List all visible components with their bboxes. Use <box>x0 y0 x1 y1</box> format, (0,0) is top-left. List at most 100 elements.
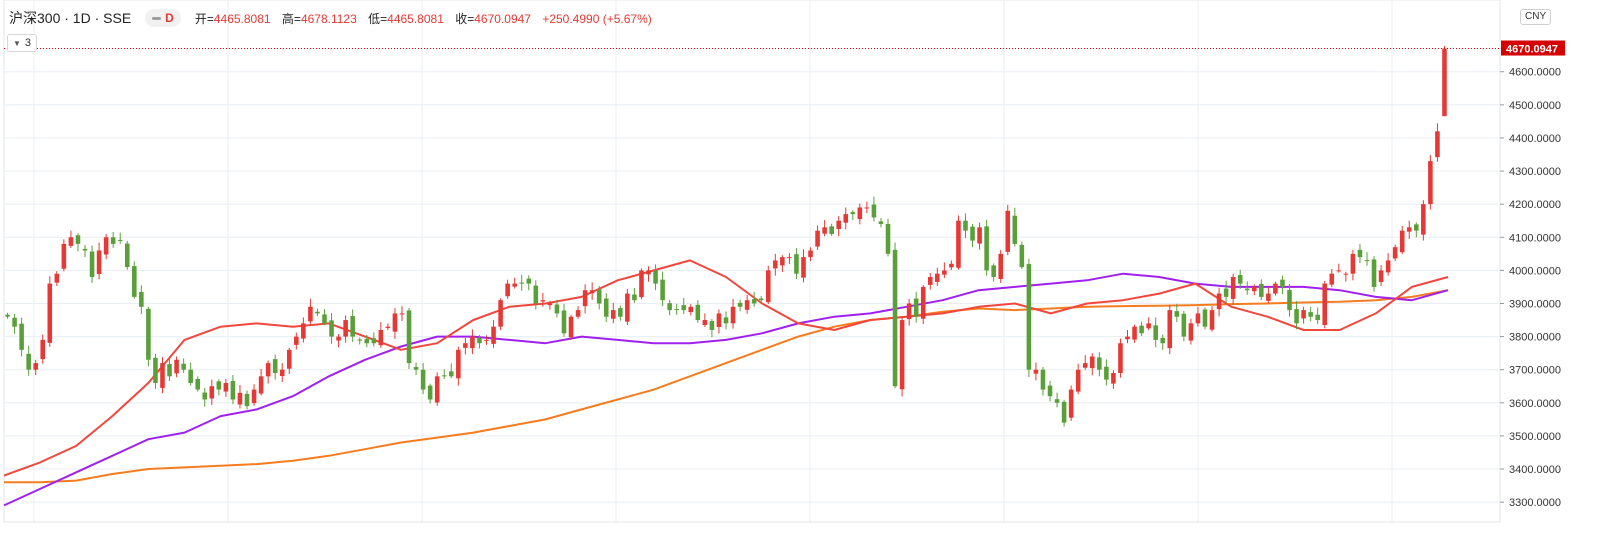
candle <box>653 264 658 291</box>
candle <box>582 284 588 314</box>
candle-body <box>575 310 581 317</box>
candle-body <box>244 393 250 407</box>
candle <box>561 303 567 337</box>
candle-body <box>61 243 67 269</box>
candle-body <box>512 283 517 287</box>
change-value: +250.4990 (+5.67%) <box>542 11 652 26</box>
candle-body <box>1223 288 1229 297</box>
candle <box>1308 306 1313 322</box>
candle <box>1371 256 1377 292</box>
candle <box>1294 301 1299 330</box>
y-tick-label: 4500.0000 <box>1509 100 1561 112</box>
candle-body <box>1153 325 1158 340</box>
candle <box>554 299 560 318</box>
candle-body <box>927 277 933 285</box>
candle <box>456 346 461 386</box>
candle <box>420 363 426 395</box>
candle-body <box>1026 264 1032 370</box>
low-label: 低= <box>368 11 388 26</box>
candle <box>991 263 996 282</box>
candle <box>1287 283 1292 317</box>
candle <box>26 345 31 376</box>
candle <box>1315 307 1320 325</box>
candle <box>773 253 778 276</box>
candle-body <box>695 304 701 321</box>
candle <box>1054 392 1060 408</box>
candle-body <box>230 380 236 400</box>
candle <box>1153 317 1158 348</box>
candle-body <box>1322 283 1328 326</box>
candle-body <box>1287 289 1292 311</box>
candle-body <box>681 305 687 311</box>
candle <box>913 291 919 323</box>
price-axis[interactable]: 3300.0000 3400.0000 3500.0000 3600.0000 3700… <box>1500 40 1565 510</box>
candle <box>47 276 53 347</box>
candle-body <box>758 298 764 301</box>
candle-body <box>1266 293 1271 301</box>
candle-body <box>857 207 863 220</box>
candle <box>315 308 320 317</box>
candle <box>667 299 672 316</box>
candle <box>864 201 870 214</box>
high-value: 4678.1123 <box>300 11 357 26</box>
candle <box>1139 321 1144 336</box>
candle <box>1068 385 1074 422</box>
candle-body <box>364 338 370 344</box>
candle-body <box>209 386 215 399</box>
candle <box>1209 306 1215 332</box>
candle <box>1392 244 1398 262</box>
candle-body <box>688 306 694 313</box>
candle <box>935 267 940 286</box>
candle-body <box>998 253 1004 279</box>
candle-body <box>336 336 341 341</box>
candle <box>1111 370 1116 389</box>
candle <box>181 358 186 374</box>
candle <box>441 369 447 379</box>
candle <box>160 357 165 394</box>
candle-body <box>484 339 489 341</box>
interval-badge[interactable]: D <box>145 9 181 27</box>
candle <box>822 220 827 237</box>
candle <box>216 379 222 396</box>
candle-body <box>434 376 440 403</box>
y-tick-label: 4600.0000 <box>1509 67 1561 79</box>
currency-badge[interactable]: CNY <box>1520 9 1552 25</box>
candle-body <box>589 290 595 294</box>
candle <box>230 375 236 405</box>
candle <box>533 280 539 310</box>
candle <box>744 294 750 314</box>
candle <box>463 337 468 355</box>
candle <box>674 303 679 315</box>
candle <box>730 298 736 329</box>
candle-body <box>19 323 24 350</box>
candle <box>949 260 954 271</box>
candle <box>723 311 729 330</box>
candle-body <box>1216 293 1222 310</box>
y-tick-label: 3500.0000 <box>1509 431 1561 443</box>
candle-body <box>427 385 433 400</box>
candle <box>963 213 968 238</box>
candle-body <box>1336 270 1342 272</box>
candle <box>1118 338 1123 378</box>
candle-body <box>124 243 130 268</box>
high-label: 高= <box>281 11 301 26</box>
candle <box>1406 220 1412 239</box>
candle-body <box>1068 389 1074 418</box>
candle <box>1364 252 1370 266</box>
candle-body <box>350 316 355 337</box>
candle-body <box>1428 161 1433 205</box>
candle <box>1273 281 1278 296</box>
candle-body <box>12 317 17 327</box>
candle <box>660 271 665 307</box>
indicators-toggle[interactable]: ▼ 3 <box>7 34 38 52</box>
candle-body <box>829 226 834 234</box>
candle <box>1244 281 1250 295</box>
candle <box>1132 324 1137 343</box>
candle-body <box>611 310 616 319</box>
candle <box>857 203 863 225</box>
candle-body <box>949 263 954 268</box>
candle <box>1012 207 1018 247</box>
candle <box>646 266 651 282</box>
